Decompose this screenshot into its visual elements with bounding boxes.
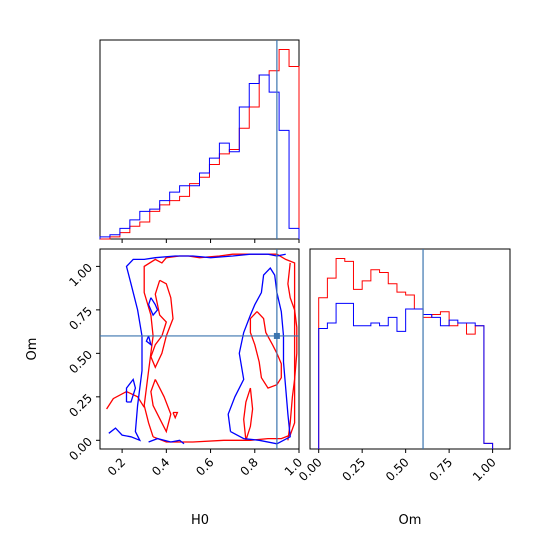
- x-axis-title-om: Om: [399, 513, 422, 528]
- contour-x-tick-label: 0.6: [193, 455, 216, 478]
- contour-red-level-5: [243, 387, 254, 441]
- contour-x-tick-label: 0.8: [237, 455, 260, 478]
- contour-blue-level-5: [125, 377, 137, 403]
- contour-x-tick-label: 0.2: [105, 455, 128, 478]
- contour-y-tick-label: 0.75: [66, 304, 95, 333]
- contour-red-level-1: [150, 379, 172, 434]
- contour-y-tick-label: 1.00: [66, 261, 95, 290]
- x-axis-title-h0: H0: [191, 513, 209, 528]
- contour-panel: 0.2 0.4 0.6 0.8 1.00.000.250.500.751.00: [66, 249, 305, 479]
- hist-om-x-tick-label: 0.75: [426, 455, 455, 484]
- contour-blue-level-1: [148, 437, 185, 445]
- contour-red-level-6: [287, 262, 298, 441]
- hist-h0-panel: [99, 40, 300, 243]
- y-axis-title-om: Om: [25, 338, 40, 361]
- contour-red-level-2: [150, 279, 174, 369]
- hist-om-x-tick-label: 0.00: [296, 455, 325, 484]
- contour-x-tick-label: 0.4: [149, 455, 172, 478]
- contour-y-tick-label: 0.50: [66, 348, 95, 377]
- contour-frame: [99, 248, 300, 450]
- hist-om-frame: [309, 248, 511, 450]
- contour-blue-level-4: [227, 267, 291, 445]
- contour-y-tick-label: 0.25: [66, 391, 95, 420]
- hist-om-x-tick-label: 0.50: [383, 455, 412, 484]
- hist-om-blue-series: [318, 302, 494, 449]
- contour-blue-level-2: [145, 335, 153, 347]
- contour-truth-marker: [273, 332, 280, 339]
- hist-h0-frame: [99, 39, 300, 240]
- contour-red-level-0: [143, 253, 296, 443]
- contour-lines: [106, 253, 298, 445]
- contour-red-level-4: [172, 411, 179, 420]
- contour-blue-level-0: [108, 253, 286, 442]
- hist-om-red-series: [318, 258, 494, 449]
- contour-y-tick-label: 0.00: [66, 435, 95, 464]
- contour-blue-level-3: [147, 297, 159, 317]
- hist-h0-blue-series: [99, 74, 300, 239]
- hist-om-x-tick-label: 0.25: [340, 455, 369, 484]
- hist-om-x-tick-label: 1.00: [470, 455, 499, 484]
